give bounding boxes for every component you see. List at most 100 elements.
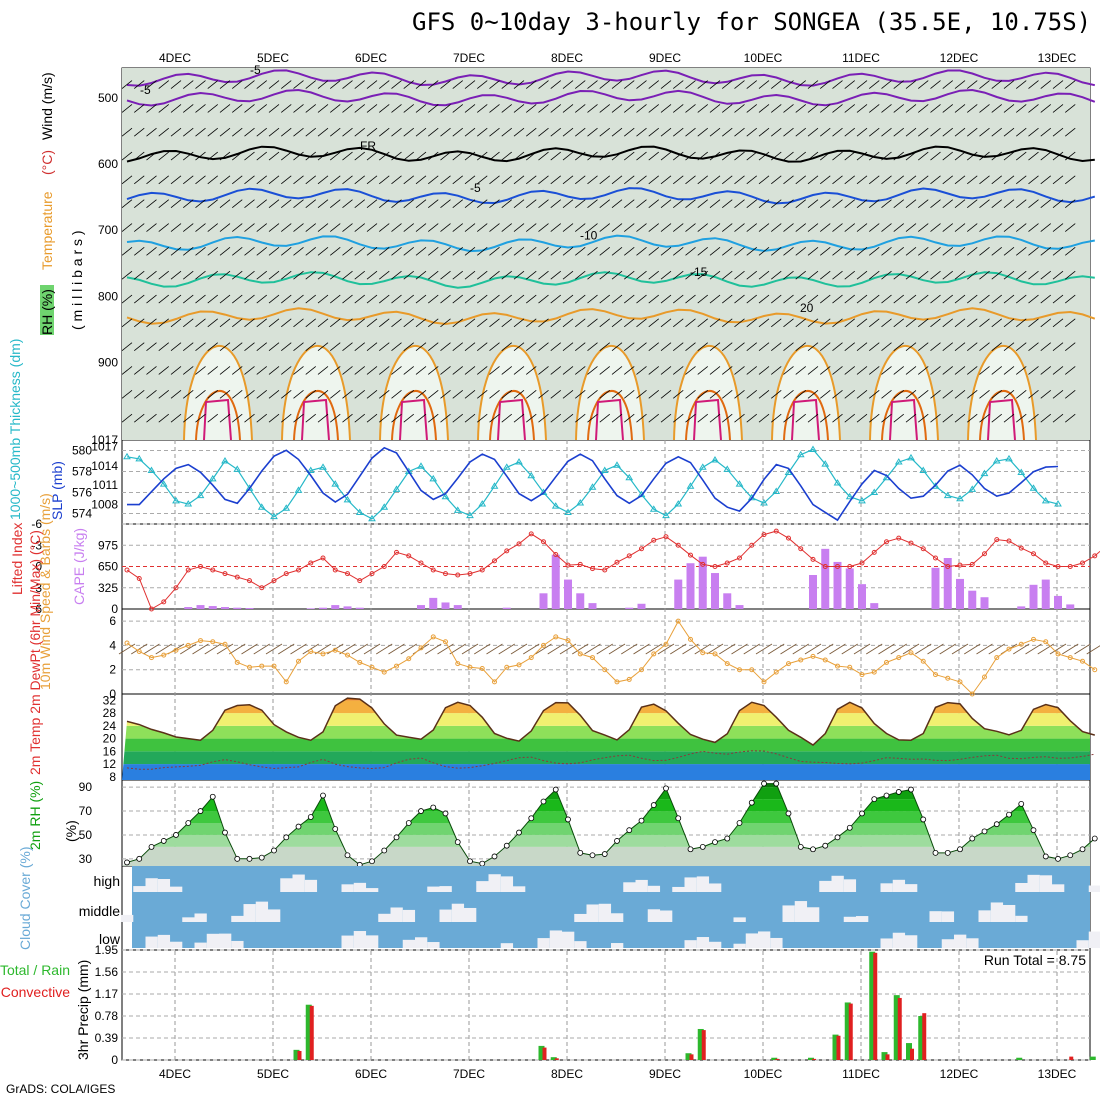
wind-barb [538, 127, 549, 137]
wind-barb [170, 175, 182, 185]
wind-barb [232, 223, 243, 232]
cloud-gap [843, 879, 857, 892]
thickness-point [821, 460, 830, 467]
thickness-point [907, 453, 915, 461]
rh-point [663, 785, 669, 792]
wind-barb [501, 270, 512, 280]
wind-barb [758, 247, 770, 256]
wind-barb [513, 80, 525, 89]
wind-barb [967, 270, 978, 280]
precip-conv-bar [309, 1005, 314, 1060]
wind-barb [195, 199, 206, 209]
wind-speed-point [492, 679, 497, 685]
wind-barb [685, 127, 696, 137]
wind-barb [979, 247, 990, 256]
wind-barb [391, 104, 402, 113]
lifted-point [884, 539, 889, 545]
wind-barb [415, 151, 427, 161]
wind-barb [1016, 199, 1027, 209]
wind-barb-10m [792, 643, 809, 655]
temp-tick: 20 [103, 732, 117, 746]
wind-barb [722, 342, 733, 351]
wind-barb [513, 390, 525, 399]
wind-barb [979, 413, 990, 423]
wind-barb [844, 223, 855, 232]
rh-point [969, 835, 976, 842]
date-label-bottom: 12DEC [940, 1067, 979, 1081]
wind-barb [881, 294, 892, 304]
cape-bar [417, 605, 425, 609]
cloud-gap [978, 910, 991, 922]
temp-band [122, 764, 1090, 780]
lifted-point [185, 567, 191, 573]
rh-point [712, 839, 718, 846]
precip-conv-bar [922, 1013, 927, 1060]
precip-conv-bar [885, 1054, 890, 1060]
wind-barb [379, 127, 390, 137]
cloud-gap [415, 937, 428, 948]
lifted-point [969, 561, 975, 567]
wind-barb [219, 175, 231, 185]
wind-barb-10m [449, 643, 466, 655]
wind-barb [624, 342, 635, 351]
rh-point [246, 855, 253, 862]
wind-barb [624, 127, 635, 137]
cape-bar [588, 603, 597, 609]
wind-barb [146, 104, 157, 113]
wind-barb [587, 294, 598, 304]
wind-barb [820, 270, 831, 280]
wind-barb [305, 270, 316, 280]
wind-barb [1052, 413, 1064, 423]
wind-barb [501, 127, 512, 137]
wind-barb [599, 127, 610, 137]
lifted-point [749, 542, 755, 548]
wind-barb [967, 390, 978, 399]
lifted-point [455, 572, 461, 578]
wind-barb [832, 318, 843, 328]
wind-barb [636, 294, 647, 304]
wind-barb [170, 390, 182, 399]
rh-unit-label: (%) [63, 820, 79, 842]
wind-barb [1052, 270, 1064, 280]
temp-tick: 12 [103, 757, 117, 771]
wind-barb [624, 223, 635, 232]
wind-barb [991, 127, 1002, 137]
wind-barb [746, 151, 757, 161]
wind-barb [452, 318, 463, 328]
wind-barb [648, 366, 659, 375]
wind-barb [526, 199, 537, 209]
thickness-point [257, 503, 266, 510]
wind-barb [844, 318, 855, 328]
lifted-point [871, 549, 877, 555]
wind-barb [905, 223, 917, 232]
wind-speed-point [185, 642, 191, 648]
rh-point [222, 829, 228, 836]
precip-conv-bar [1069, 1056, 1074, 1060]
wind-barb [379, 104, 390, 113]
thickness-point [221, 457, 229, 464]
thickness-tick: 574 [72, 507, 92, 521]
wind-barb [305, 390, 316, 399]
thickness-point [147, 466, 156, 473]
wind-barb [428, 151, 439, 161]
wind-barb [513, 199, 525, 209]
cloud-gap [892, 932, 906, 948]
temp-tick: 28 [103, 706, 117, 720]
wind-speed-point [443, 639, 448, 645]
wind-barb [219, 270, 231, 280]
wind-barb [918, 294, 929, 304]
wind-barb [930, 366, 941, 375]
wind-barb [881, 199, 892, 209]
wind-barb [415, 366, 427, 375]
wind-barb [281, 413, 292, 423]
cloud-gap [905, 884, 918, 892]
cloud-gap [1039, 875, 1053, 892]
rh-point [871, 796, 878, 803]
wind-barb [1052, 223, 1064, 232]
wind-barb [501, 104, 512, 113]
lifted-point [1031, 551, 1036, 557]
rh-point [675, 815, 682, 822]
wind-barb [881, 223, 892, 232]
precip-conv-bar [848, 1003, 853, 1060]
